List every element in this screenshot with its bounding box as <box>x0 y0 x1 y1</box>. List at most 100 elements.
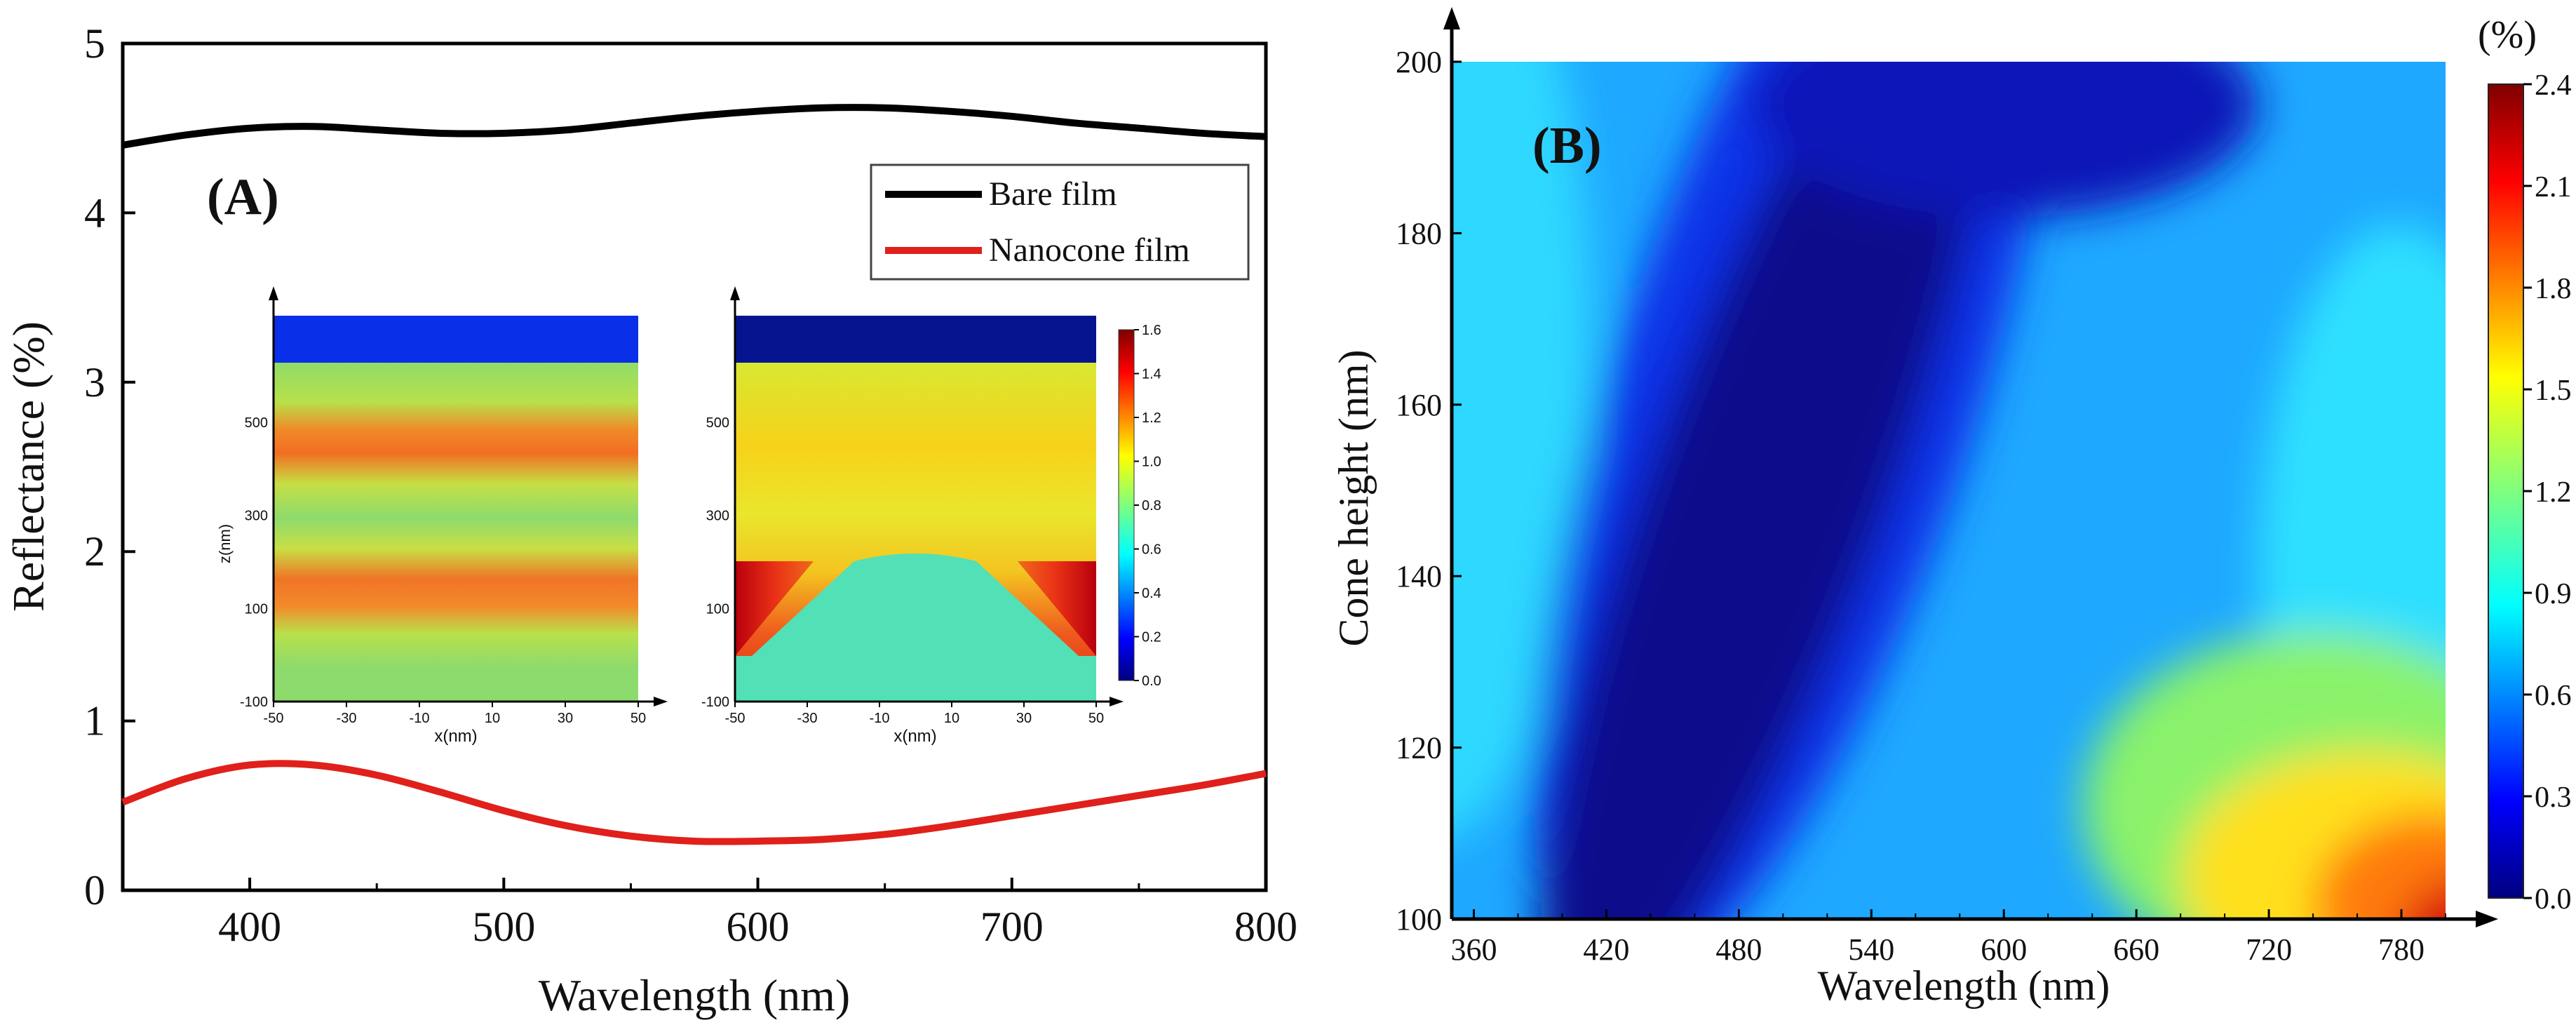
inset-bare-field <box>274 361 638 702</box>
inset-cone-x-ticks: -50 -30 -10 10 30 50 <box>725 702 1104 726</box>
b-y-tick-label: 120 <box>1396 731 1442 765</box>
inset-colorbar <box>1118 329 1135 681</box>
inset-bare-y-label: z(nm) <box>216 524 234 563</box>
series-line-bare-film <box>122 104 1267 149</box>
b-colorbar-tick-label: 1.5 <box>2535 375 2572 407</box>
panel-a-x-ticks: 400 500 600 700 800 <box>121 878 1297 950</box>
legend-frame <box>870 163 1250 281</box>
b-x-tick-label: 660 <box>2113 932 2159 967</box>
inset-colorbar-tick-label: 0.4 <box>1142 586 1161 601</box>
b-colorbar-tick-label: 1.8 <box>2535 273 2572 305</box>
inset-cone-top-layer <box>735 316 1096 363</box>
a-x-tick-label: 500 <box>472 904 535 950</box>
panel-b-x-arrow <box>2476 911 2498 927</box>
panel-a-reflectance-chart: 400 500 600 700 800 0 1 2 3 4 5 Wavelength (nm) R… <box>4 20 1297 1020</box>
inset-y-tick-label: 300 <box>706 509 729 524</box>
inset-y-tick-label: 300 <box>245 509 268 524</box>
panel-a-y-ticks: 0 1 2 3 4 5 <box>84 20 135 913</box>
inset-bare-top-layer <box>274 316 638 363</box>
a-y-tick-label: 2 <box>84 528 105 575</box>
inset-x-tick-label: -30 <box>797 711 818 726</box>
inset-colorbar-tick-label: 0.0 <box>1142 674 1161 689</box>
inset-y-tick-label: -100 <box>701 695 729 710</box>
b-colorbar-tick-label: 2.1 <box>2535 171 2572 203</box>
inset-colorbar-tick-label: 0.8 <box>1142 498 1161 514</box>
panel-b-colorbar-ticks: 0.0 0.3 0.6 0.9 1.2 1.5 1.8 2.1 2.4 <box>2523 69 2572 916</box>
panel-b-colorbar-unit: (%) <box>2478 13 2537 57</box>
b-x-tick-label: 780 <box>2378 932 2425 967</box>
inset-cone-x-arrow <box>1110 697 1124 706</box>
inset-cone-shape <box>735 554 1096 702</box>
inset-bare-x-arrow <box>654 697 668 706</box>
inset-cone-left-edge <box>735 561 814 656</box>
b-x-tick-label: 720 <box>2246 932 2292 967</box>
a-x-tick-label: 600 <box>727 904 790 950</box>
a-x-tick-label: 700 <box>980 904 1044 950</box>
b-y-tick-label: 180 <box>1396 216 1442 250</box>
panel-b-heatmap: 360 420 480 540 600 660 720 780 100 120 140 160 180… <box>1330 7 2572 1009</box>
b-x-tick-label: 360 <box>1450 932 1497 967</box>
inset-x-tick-label: 50 <box>630 711 646 726</box>
b-colorbar-tick-label: 0.9 <box>2535 578 2572 610</box>
b-x-tick-label: 420 <box>1583 932 1629 967</box>
a-y-tick-label: 3 <box>84 359 105 406</box>
inset-colorbar-tick-label: 1.4 <box>1142 367 1161 382</box>
panel-a-legend: Bare film Nanocone film <box>870 163 1250 281</box>
inset-cone-right-edge <box>1018 561 1096 656</box>
inset-colorbar-tick-label: 0.2 <box>1142 630 1161 645</box>
inset-bare-y-ticks: -100 100 300 500 <box>240 415 268 710</box>
inset-y-tick-label: 100 <box>245 601 268 617</box>
inset-y-tick-label: 500 <box>706 415 729 431</box>
panel-a-label: (A) <box>207 168 279 226</box>
b-colorbar-tick-label: 1.2 <box>2535 476 2572 509</box>
panel-a-y-axis-label: Reflectance (%) <box>4 321 53 612</box>
inset-x-tick-label: 10 <box>944 711 959 726</box>
inset-y-tick-label: 500 <box>245 415 268 431</box>
inset-bare-x-label: x(nm) <box>434 727 477 746</box>
heatmap-field <box>1452 62 2446 919</box>
inset-x-tick-label: 30 <box>558 711 573 726</box>
inset-x-tick-label: -10 <box>870 711 890 726</box>
a-y-tick-label: 5 <box>84 20 105 67</box>
inset-x-tick-label: -10 <box>410 711 430 726</box>
inset-x-tick-label: -30 <box>337 711 357 726</box>
inset-x-tick-label: 30 <box>1016 711 1032 726</box>
inset-colorbar-tick-label: 1.0 <box>1142 455 1161 470</box>
b-x-tick-label: 540 <box>1848 932 1894 967</box>
heatmap-dark-core <box>1541 62 1994 919</box>
a-y-tick-label: 0 <box>84 867 105 913</box>
b-colorbar-tick-label: 0.6 <box>2535 680 2572 712</box>
panel-a-x-axis-label: Wavelength (nm) <box>539 970 850 1020</box>
b-x-tick-label: 480 <box>1715 932 1762 967</box>
heatmap-red-corner <box>2403 882 2446 919</box>
b-y-tick-label: 140 <box>1396 559 1442 594</box>
inset-field-map-bare: -50 -30 -10 10 30 50 -100 100 300 500 x(nm) z(nm… <box>216 286 668 746</box>
panel-b-colorbar <box>2488 83 2524 899</box>
inset-bare-y-arrow <box>269 286 278 300</box>
panel-b-y-arrow <box>1443 7 1460 29</box>
heatmap-dark-top <box>1753 62 2258 217</box>
a-x-tick-label: 400 <box>218 904 281 950</box>
inset-bare-x-ticks: -50 -30 -10 10 30 50 <box>264 702 646 726</box>
inset-y-tick-label: 100 <box>706 601 729 617</box>
inset-cone-y-arrow <box>730 286 740 300</box>
inset-x-tick-label: -50 <box>725 711 746 726</box>
heatmap-orange <box>2314 814 2446 919</box>
inset-x-tick-label: -50 <box>264 711 284 726</box>
b-colorbar-tick-label: 2.4 <box>2535 69 2572 102</box>
heatmap-blend <box>1452 62 2446 919</box>
b-colorbar-tick-label: 0.3 <box>2535 782 2572 814</box>
inset-x-tick-label: 50 <box>1088 711 1104 726</box>
b-colorbar-tick-label: 0.0 <box>2535 883 2572 916</box>
a-y-tick-label: 4 <box>84 189 105 236</box>
b-x-tick-label: 600 <box>1981 932 2027 967</box>
b-y-tick-label: 160 <box>1396 388 1442 422</box>
inset-colorbar-tick-label: 1.6 <box>1142 323 1161 338</box>
inset-x-tick-label: 10 <box>485 711 500 726</box>
b-y-tick-label: 100 <box>1396 902 1442 937</box>
panel-b-x-ticks: 360 420 480 540 600 660 720 780 <box>1450 909 2446 967</box>
series-line-nanocone-film <box>121 760 1267 845</box>
inset-cone-y-ticks: -100 100 300 500 <box>701 415 729 710</box>
b-y-tick-label: 200 <box>1396 45 1442 79</box>
